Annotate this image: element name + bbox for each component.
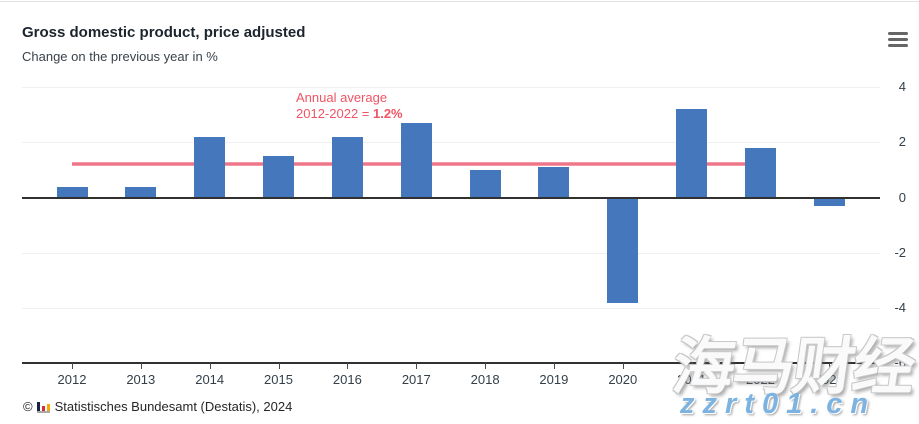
x-axis-label: 2014 xyxy=(195,372,225,387)
x-axis-label: 2013 xyxy=(126,372,156,387)
x-axis-tick xyxy=(829,363,831,369)
annotation-line2: 2012-2022 = 1.2% xyxy=(296,106,403,121)
bar-2019[interactable] xyxy=(538,167,570,198)
bar-2017[interactable] xyxy=(400,122,432,198)
y-axis-label: 0 xyxy=(898,189,906,205)
y-axis-label: 4 xyxy=(898,79,906,94)
x-axis-line xyxy=(22,362,880,365)
destatis-bars-icon xyxy=(36,400,51,413)
source-credit: © Statistisches Bundesamt (Destatis), 20… xyxy=(23,399,292,414)
bar-2023[interactable] xyxy=(813,197,845,206)
copyright-symbol: © xyxy=(23,399,33,414)
x-axis-tick xyxy=(485,363,487,369)
y-axis-label: -6 xyxy=(894,355,906,371)
x-axis-tick xyxy=(278,363,280,369)
bar-2020[interactable] xyxy=(607,197,639,303)
x-axis-tick xyxy=(347,363,349,369)
source-text: Statistisches Bundesamt (Destatis), 2024 xyxy=(54,399,293,414)
x-axis-label: 2012 xyxy=(57,372,87,387)
x-axis-tick xyxy=(72,363,73,369)
x-axis-label: 2022 xyxy=(746,372,775,387)
x-axis-tick xyxy=(209,363,211,369)
bar-2022[interactable] xyxy=(745,147,776,198)
x-axis-label: 2021 xyxy=(677,372,707,387)
hamburger-bar xyxy=(888,38,908,41)
x-axis-label: 2017 xyxy=(401,372,431,387)
x-axis-tick xyxy=(760,363,762,369)
bar-2015[interactable] xyxy=(263,156,294,198)
x-axis-label: 2023 xyxy=(814,372,844,387)
bar-2012[interactable] xyxy=(56,186,88,198)
gridline xyxy=(22,142,880,144)
x-axis-tick xyxy=(622,363,624,369)
x-axis-label: 2018 xyxy=(470,372,500,387)
bar-2021[interactable] xyxy=(676,109,708,198)
y-axis-label: -2 xyxy=(894,244,906,260)
bar-2018[interactable] xyxy=(469,169,501,198)
chart-title: Gross domestic product, price adjusted xyxy=(22,24,306,41)
x-axis-label: 2020 xyxy=(608,372,638,387)
x-axis-label: 2015 xyxy=(264,372,293,387)
zero-line xyxy=(22,196,880,199)
y-axis-label: -4 xyxy=(894,300,906,315)
top-divider xyxy=(0,1,919,2)
x-axis-label: 2016 xyxy=(332,372,362,387)
bar-2016[interactable] xyxy=(331,136,363,198)
x-axis-tick xyxy=(416,363,418,369)
chart-subtitle: Change on the previous year in % xyxy=(22,49,218,64)
bar-2013[interactable] xyxy=(125,186,157,198)
annual-average-annotation: Annual average 2012-2022 = 1.2% xyxy=(296,90,403,122)
gridline xyxy=(22,308,880,309)
gridline xyxy=(22,87,880,88)
hamburger-bar xyxy=(888,44,908,47)
hamburger-menu-icon[interactable] xyxy=(888,32,908,47)
x-axis-tick xyxy=(140,363,142,369)
x-axis-tick xyxy=(691,363,693,369)
x-axis-tick xyxy=(553,363,555,369)
gridline xyxy=(22,252,880,254)
annotation-line1: Annual average xyxy=(296,90,388,105)
y-axis-label: 2 xyxy=(898,134,906,150)
x-axis-label: 2019 xyxy=(539,372,569,387)
bar-2014[interactable] xyxy=(194,136,226,198)
hamburger-bar xyxy=(888,32,908,35)
